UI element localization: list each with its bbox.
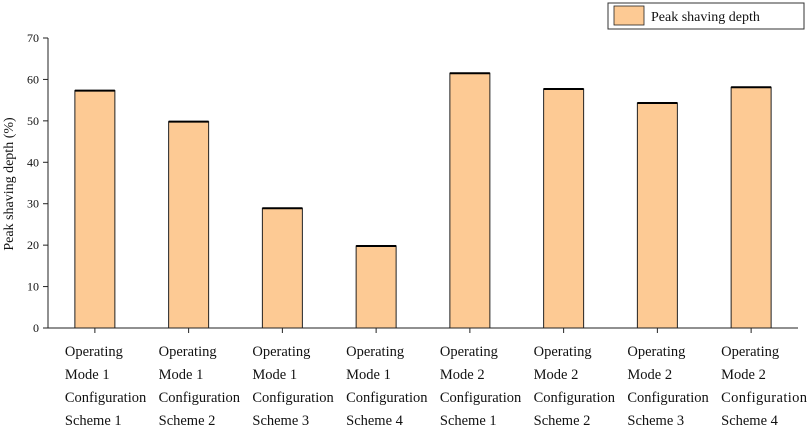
category-label-line: Operating bbox=[534, 344, 592, 360]
category-label-line: Mode 1 bbox=[159, 367, 204, 383]
bar bbox=[449, 72, 491, 329]
category-label-line: Operating bbox=[159, 344, 217, 360]
category-label-line: Configuration bbox=[534, 390, 616, 406]
y-tick-label: 30 bbox=[27, 197, 39, 211]
category-label-line: Scheme 4 bbox=[346, 413, 404, 426]
bar bbox=[543, 88, 585, 329]
bars bbox=[74, 72, 772, 329]
category-label-line: Scheme 1 bbox=[65, 413, 122, 426]
bar bbox=[261, 207, 303, 329]
category-label-line: Mode 1 bbox=[65, 367, 110, 383]
category-label-line: Operating bbox=[252, 344, 310, 360]
category-label-line: Mode 2 bbox=[534, 367, 579, 383]
y-tick-label: 50 bbox=[27, 114, 39, 128]
bar bbox=[355, 245, 397, 329]
category-label-line: Mode 2 bbox=[627, 367, 672, 383]
legend-label: Peak shaving depth bbox=[651, 10, 760, 25]
category-labels: Operating Mode 1 Configuration Scheme 1 Oper… bbox=[65, 344, 808, 426]
category-label-line: Scheme 2 bbox=[159, 413, 216, 426]
y-tick-label: 20 bbox=[27, 238, 39, 252]
category-label-line: Operating bbox=[721, 344, 779, 360]
category-label-line: Scheme 2 bbox=[534, 413, 591, 426]
bar bbox=[168, 121, 210, 329]
axes: 0 10 20 30 40 50 60 70 bbox=[27, 31, 798, 335]
y-tick-label: 60 bbox=[27, 72, 39, 86]
bar bbox=[74, 90, 116, 329]
category-label-line: Scheme 3 bbox=[627, 413, 684, 426]
category-label-line: Configuration bbox=[65, 390, 147, 406]
category-label-line: Configuration bbox=[159, 390, 241, 406]
category-label-line: Configuration bbox=[346, 390, 428, 406]
y-tick-label: 0 bbox=[33, 321, 39, 335]
y-tick-label: 70 bbox=[27, 31, 39, 45]
category-label-line: Mode 1 bbox=[346, 367, 391, 383]
category-label-line: Scheme 1 bbox=[440, 413, 497, 426]
legend: Peak shaving depth bbox=[607, 2, 805, 30]
category-label-line: Operating bbox=[65, 344, 123, 360]
bar bbox=[730, 86, 772, 329]
category-label-line: Operating bbox=[346, 344, 404, 360]
legend-swatch bbox=[613, 5, 645, 26]
y-tick-label: 10 bbox=[27, 280, 39, 294]
category-label-line: Configuration bbox=[252, 390, 334, 406]
category-label-line: Configuration bbox=[440, 390, 522, 406]
category-label-line: Configuration bbox=[627, 390, 709, 406]
y-tick-label: 40 bbox=[27, 155, 39, 169]
category-label-line: Operating bbox=[627, 344, 685, 360]
category-label-line: Scheme 4 bbox=[721, 413, 779, 426]
category-label-line: Configuration bbox=[721, 390, 808, 406]
bar bbox=[636, 102, 678, 329]
category-label-line: Mode 1 bbox=[252, 367, 297, 383]
category-label-line: Operating bbox=[440, 344, 498, 360]
category-label-line: Mode 2 bbox=[440, 367, 485, 383]
category-label-line: Scheme 3 bbox=[252, 413, 309, 426]
category-label-line: Mode 2 bbox=[721, 367, 766, 383]
y-axis-label: Peak shaving depth (%) bbox=[2, 117, 17, 251]
